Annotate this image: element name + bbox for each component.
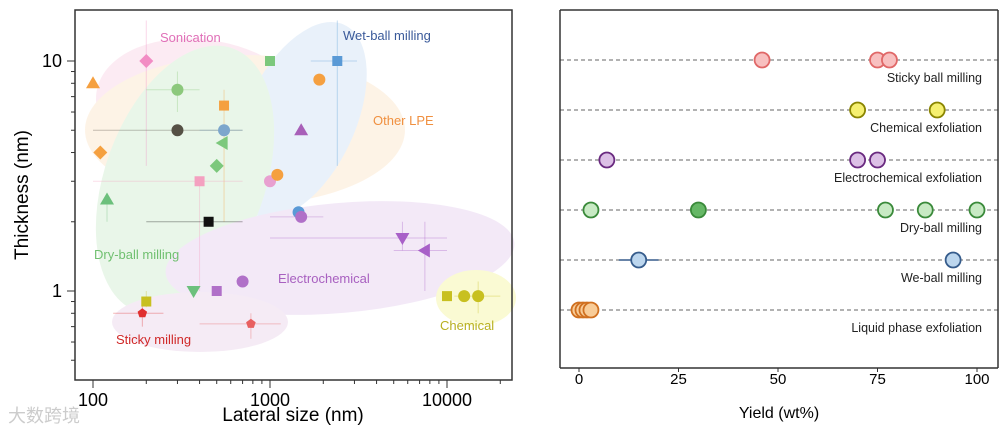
x-tick-label: 0 — [575, 371, 583, 388]
data-point-square — [203, 216, 214, 227]
data-point-diamond — [93, 145, 108, 160]
data-point-triangle-down — [395, 232, 410, 245]
x-tick-label: 50 — [770, 371, 787, 388]
x-tick-label: 25 — [670, 371, 687, 388]
yield-point — [598, 151, 616, 169]
series-label: Liquid phase exfoliation — [851, 321, 982, 335]
left-plot-frame — [74, 9, 513, 381]
series-label: Sticky ball milling — [887, 71, 982, 85]
yield-point — [928, 101, 946, 119]
data-point-triangle-left — [417, 243, 430, 258]
yield-point — [582, 201, 600, 219]
data-point-triangle-left — [215, 136, 228, 151]
data-point-circle — [472, 290, 485, 303]
series-label: We-ball milling — [901, 271, 982, 285]
data-point-circle — [218, 124, 231, 137]
x-tick-label: 100 — [78, 390, 108, 410]
yield-point — [849, 151, 866, 169]
series-label: Electrochemical exfoliation — [834, 171, 982, 185]
label-chemical: Chemical — [440, 318, 494, 333]
data-point-square — [141, 296, 152, 307]
yield-point — [968, 201, 986, 219]
x-axis-label-right: Yield (wt%) — [739, 405, 819, 422]
data-point-circle — [313, 73, 326, 86]
label-dry-ball: Dry-ball milling — [94, 247, 179, 262]
label-wet-ball: Wet-ball milling — [343, 28, 431, 43]
data-point-diamond — [209, 158, 224, 173]
data-point-circle — [171, 83, 184, 96]
data-point-pentagon — [246, 318, 256, 328]
x-tick-label: 10000 — [422, 390, 472, 410]
yield-point — [944, 251, 962, 269]
x-tick-label: 75 — [869, 371, 886, 388]
yield-point — [630, 251, 648, 269]
data-point-circle — [458, 290, 471, 303]
data-point-square — [211, 286, 222, 296]
yield-point — [877, 201, 894, 219]
yield-point — [690, 201, 707, 219]
data-point-circle — [271, 168, 284, 181]
label-other-lpe: Other LPE — [373, 113, 434, 128]
data-point-circle — [171, 124, 184, 137]
yield-point — [916, 201, 934, 219]
data-point-square — [265, 56, 275, 66]
x-tick-label: 1000 — [250, 390, 290, 410]
y-tick-label: 1 — [52, 281, 62, 301]
region-ellipses — [85, 22, 516, 352]
other-lpe-region — [85, 55, 405, 205]
series-label: Chemical exfoliation — [870, 121, 982, 135]
data-point-triangle — [86, 76, 100, 89]
watermark: 大数跨境 — [8, 406, 80, 427]
y-axis-label-left: Thickness (nm) — [12, 130, 33, 260]
right-panel: Sticky ball milling Chemical exfoliation E… — [559, 9, 999, 422]
label-electrochemical: Electrochemical — [278, 271, 370, 286]
data-point-square — [219, 100, 230, 111]
label-sonication: Sonication — [160, 30, 221, 45]
data-point-triangle — [294, 123, 309, 136]
yield-point — [753, 51, 771, 69]
wet-ball-region — [233, 22, 367, 218]
left-panel: 100 1000 10000 1 10 Sonication Wet-ball mill… — [12, 9, 516, 426]
yield-point — [582, 301, 600, 319]
x-axis-label-left: Lateral size (nm) — [222, 405, 364, 426]
electrochemical-region — [165, 201, 515, 315]
y-tick-label: 10 — [42, 51, 62, 71]
x-tick-label: 100 — [964, 371, 989, 388]
yield-point — [869, 151, 886, 169]
data-point-triangle — [100, 192, 115, 205]
dry-ball-region — [95, 45, 275, 315]
series-label: Dry-ball milling — [900, 221, 982, 235]
yield-point — [849, 101, 866, 119]
label-sticky: Sticky milling — [116, 332, 191, 347]
data-point-pentagon — [137, 308, 148, 318]
data-point-square — [194, 176, 205, 187]
data-point-square — [442, 291, 452, 302]
yield-point — [881, 51, 898, 69]
data-point-diamond — [139, 54, 154, 68]
sticky-region — [112, 292, 288, 352]
data-point-square — [332, 56, 343, 66]
sonication-region — [95, 38, 315, 182]
data-point-triangle-down — [186, 286, 201, 298]
data-point-circle — [295, 210, 308, 223]
data-point-circle — [236, 275, 249, 288]
